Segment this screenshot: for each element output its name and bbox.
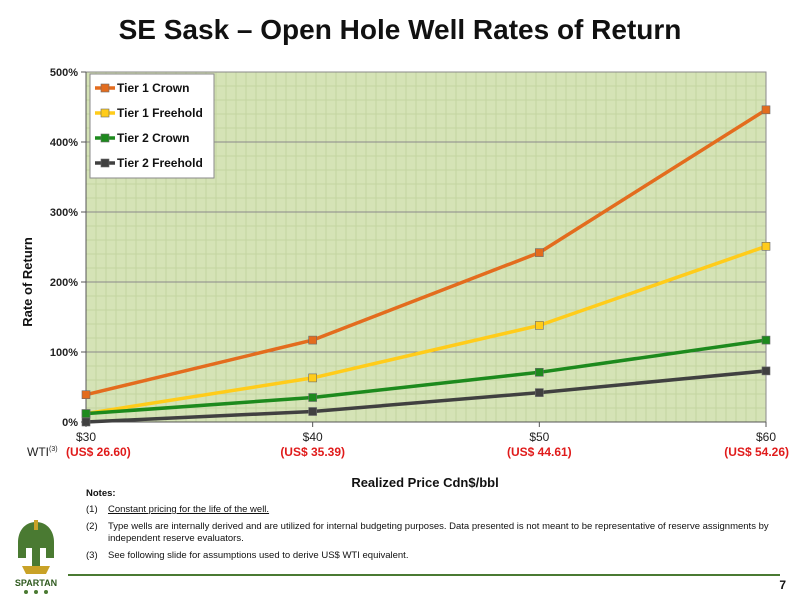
data-point (535, 248, 544, 257)
y-tick-label: 400% (50, 137, 78, 149)
note-item: (3) See following slide for assumptions … (86, 550, 776, 562)
series-line (85, 244, 767, 416)
wti-prefix: WTI(3) (27, 445, 58, 459)
x-tick-label: $40 (303, 430, 323, 444)
series-line (85, 369, 767, 424)
data-point (81, 417, 91, 427)
data-point (535, 388, 544, 397)
wti-price-label: (US$ 44.61) (507, 445, 572, 459)
note-number: (3) (86, 550, 98, 561)
page-title: SE Sask – Open Hole Well Rates of Return (118, 14, 682, 45)
y-tick-label: 500% (50, 67, 78, 79)
note-item: (2) Type wells are internally derived an… (86, 521, 776, 545)
x-tick-label: $30 (76, 430, 96, 444)
data-point (761, 242, 771, 251)
data-point (308, 407, 317, 416)
page-number: 7 (779, 578, 786, 592)
y-tick-label: 300% (50, 207, 78, 219)
data-point (308, 393, 317, 402)
note-number: (2) (86, 521, 98, 532)
note-item: (1) Constant pricing for the life of the… (86, 504, 776, 516)
data-point (761, 105, 771, 115)
y-tick-label: 100% (50, 347, 78, 359)
legend-box (89, 73, 215, 179)
legend-label: Tier 2 Freehold (117, 156, 203, 170)
note-text: See following slide for assumptions used… (108, 550, 409, 561)
data-point (308, 335, 317, 345)
wti-superscript: (3) (49, 446, 58, 453)
notes-header: Notes: (86, 488, 116, 499)
legend-label: Tier 2 Crown (117, 131, 189, 145)
x-tick-label: $60 (756, 430, 776, 444)
legend-swatch-marker (100, 108, 110, 118)
y-axis-label: Rate of Return (20, 237, 35, 327)
wti-prefix-text: WTI (27, 445, 49, 459)
notes-section: Notes: (1) Constant pricing for the life… (86, 488, 776, 567)
data-point (535, 321, 544, 330)
legend-swatch-marker (100, 158, 110, 168)
legend-swatch-marker (100, 133, 110, 143)
note-text: Constant pricing for the life of the wel… (108, 504, 270, 515)
footer-divider (68, 574, 780, 576)
logo-text: SPARTAN (15, 578, 57, 588)
series-line (85, 108, 767, 397)
y-tick-label: 200% (50, 277, 78, 289)
data-point (81, 390, 91, 400)
data-point (535, 367, 544, 377)
data-point (308, 373, 317, 383)
wti-price-label: (US$ 35.39) (280, 445, 345, 459)
data-point (761, 335, 771, 345)
data-point (761, 366, 771, 376)
note-text: Type wells are internally derived and ar… (108, 521, 769, 544)
data-point (81, 409, 91, 418)
series-line (85, 338, 767, 416)
note-number: (1) (86, 504, 98, 515)
y-tick-label: 0% (62, 417, 78, 429)
legend-label: Tier 1 Freehold (117, 106, 203, 120)
legend-swatch-marker (100, 83, 110, 93)
x-tick-label: $50 (529, 430, 549, 444)
wti-price-label: (US$ 26.60) (66, 445, 131, 459)
legend-label: Tier 1 Crown (117, 81, 189, 95)
wti-price-label: (US$ 54.26) (724, 445, 789, 459)
x-axis-label: Realized Price Cdn$/bbl (351, 475, 498, 490)
spartan-logo: SPARTAN (15, 520, 57, 594)
